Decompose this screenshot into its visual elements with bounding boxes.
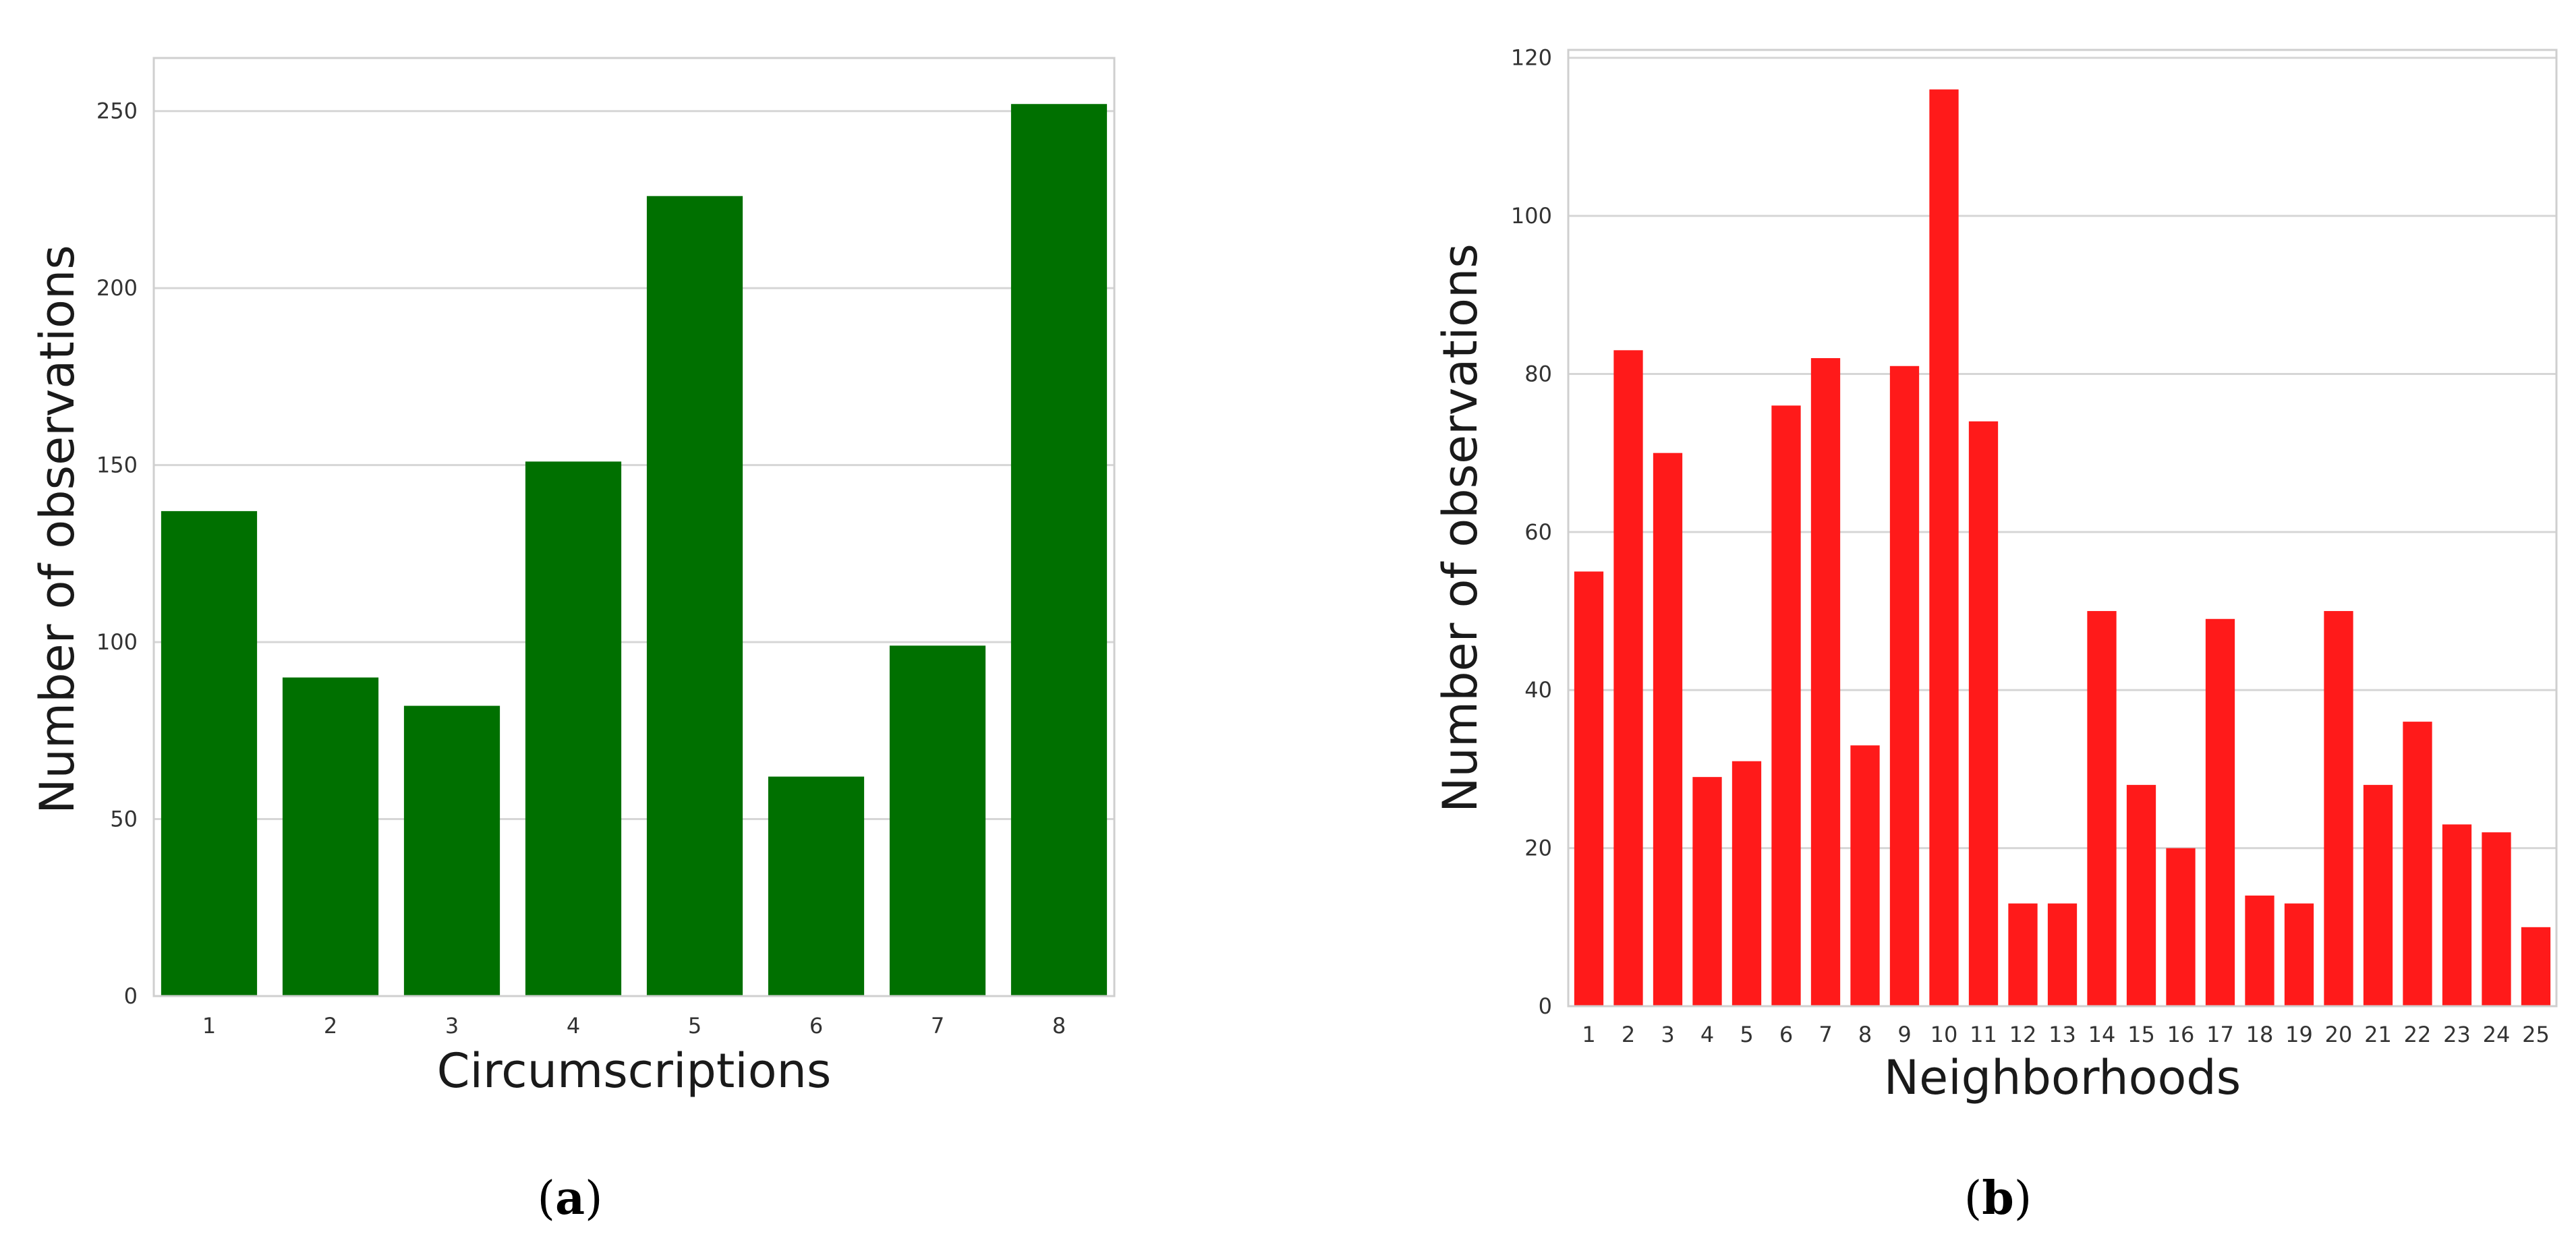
- chart-b-x-tick-label: 15: [2127, 1022, 2155, 1047]
- chart-a-x-tick-label: 7: [931, 1013, 944, 1039]
- chart-a-y-axis-label: Number of observations: [30, 245, 85, 814]
- chart-a-bar-1: [161, 511, 258, 996]
- chart-b-panel-label: (b): [1964, 1171, 2032, 1225]
- chart-b-bar-4: [1692, 777, 1722, 1006]
- chart-b-x-tick-label: 9: [1897, 1022, 1911, 1047]
- chart-b-bar-18: [2245, 895, 2274, 1006]
- chart-b-bar-24: [2482, 832, 2511, 1006]
- chart-b-frame: [1567, 49, 2558, 1008]
- chart-b-bar-21: [2363, 784, 2393, 1006]
- chart-b-bar-20: [2324, 611, 2353, 1006]
- chart-b-bar-23: [2442, 824, 2472, 1006]
- chart-b-x-axis-label: Neighborhoods: [1884, 1050, 2241, 1105]
- chart-b-panel-letter: b: [1982, 1171, 2014, 1225]
- chart-a-x-tick-label: 5: [688, 1013, 702, 1039]
- chart-a-panel-letter: a: [555, 1171, 585, 1225]
- chart-b-bar-7: [1810, 358, 1841, 1006]
- chart-b-x-tick-label: 20: [2325, 1022, 2353, 1047]
- chart-b-bar-16: [2166, 848, 2196, 1006]
- chart-a-y-tick-label: 0: [124, 983, 138, 1009]
- chart-b-x-tick-label: 23: [2443, 1022, 2471, 1047]
- chart-b-x-tick-label: 24: [2483, 1022, 2511, 1047]
- chart-b-bar-6: [1771, 405, 1801, 1006]
- chart-b-y-tick-label: 100: [1511, 203, 1552, 229]
- chart-a-panel-label: (a): [537, 1171, 602, 1225]
- chart-b-bar-14: [2087, 611, 2117, 1006]
- chart-a-x-axis-label: Circumscriptions: [437, 1043, 832, 1099]
- chart-b-x-tick-label: 16: [2167, 1022, 2195, 1047]
- chart-b-x-tick-label: 10: [1930, 1022, 1958, 1047]
- chart-b-x-tick-label: 12: [2009, 1022, 2037, 1047]
- chart-b-bar-22: [2403, 722, 2432, 1006]
- chart-b-bar-19: [2284, 903, 2314, 1006]
- chart-a-y-tick-label: 250: [96, 98, 138, 124]
- chart-a-bar-8: [1010, 104, 1108, 996]
- chart-b-y-tick-label: 0: [1539, 993, 1552, 1019]
- chart-b-bar-12: [2008, 903, 2038, 1006]
- chart-b-bar-17: [2205, 618, 2235, 1006]
- chart-b-bar-11: [1968, 421, 1999, 1006]
- chart-a-bar-5: [646, 196, 743, 997]
- chart-a-x-tick-label: 6: [809, 1013, 823, 1039]
- chart-b-bar-8: [1850, 745, 1880, 1006]
- chart-a-bar-4: [525, 461, 622, 996]
- chart-a: 0 50 100 150 200 250 1 2 3 4 5 6 7 8 Circumscription…: [30, 57, 1116, 1225]
- chart-a-bar-3: [403, 705, 500, 996]
- chart-b-x-tick-label: 3: [1661, 1022, 1674, 1047]
- chart-b-x-tick-label: 2: [1622, 1022, 1635, 1047]
- chart-b-bar-2: [1613, 350, 1643, 1006]
- chart-b-x-tick-label: 19: [2285, 1022, 2313, 1047]
- chart-b-bar-15: [2126, 784, 2156, 1006]
- chart-a-frame: [152, 57, 1116, 997]
- chart-b-bar-13: [2047, 903, 2078, 1006]
- chart-b-x-tick-label: 8: [1858, 1022, 1872, 1047]
- chart-b-x-tick-label: 21: [2364, 1022, 2392, 1047]
- chart-a-bar-6: [768, 776, 865, 996]
- chart-b-bar-10: [1929, 89, 1959, 1006]
- chart-a-y-tick-label: 200: [96, 275, 138, 301]
- chart-b-x-tick-label: 25: [2522, 1022, 2550, 1047]
- chart-b-x-tick-label: 4: [1700, 1022, 1714, 1047]
- chart-b-x-tick-label: 11: [1970, 1022, 1997, 1047]
- chart-b-x-tick-label: 17: [2206, 1022, 2234, 1047]
- chart-b-x-tick-label: 22: [2404, 1022, 2432, 1047]
- chart-b-y-tick-label: 120: [1511, 45, 1552, 71]
- chart-b-y-tick-label: 60: [1524, 519, 1552, 545]
- chart-a-y-tick-label: 150: [96, 453, 138, 478]
- chart-b-x-tick-label: 6: [1779, 1022, 1793, 1047]
- chart-a-x-tick-label: 1: [202, 1013, 216, 1039]
- chart-a-y-tick-label: 100: [96, 629, 138, 655]
- chart-b-y-tick-label: 40: [1524, 677, 1552, 703]
- chart-a-bar-7: [889, 645, 986, 996]
- chart-b-x-tick-label: 7: [1819, 1022, 1832, 1047]
- chart-b-y-tick-label: 20: [1524, 836, 1552, 861]
- chart-b-x-tick-label: 13: [2049, 1022, 2076, 1047]
- chart-b-y-axis-label: Number of observations: [1433, 243, 1488, 813]
- chart-a-bar-2: [282, 677, 379, 996]
- chart-b-x-tick-label: 1: [1582, 1022, 1595, 1047]
- chart-b-bar-25: [2521, 927, 2551, 1006]
- chart-a-y-tick-label: 50: [110, 807, 138, 832]
- chart-b-x-tick-label: 14: [2088, 1022, 2116, 1047]
- chart-b-y-tick-label: 80: [1524, 361, 1552, 386]
- chart-b-bar-1: [1574, 571, 1604, 1006]
- chart-a-x-tick-label: 2: [324, 1013, 337, 1039]
- chart-a-x-tick-label: 4: [567, 1013, 580, 1039]
- chart-b-bar-5: [1731, 761, 1762, 1006]
- chart-b-bar-3: [1653, 453, 1683, 1006]
- chart-b-x-tick-label: 5: [1740, 1022, 1753, 1047]
- chart-b-bar-9: [1889, 366, 1920, 1006]
- chart-b-x-tick-label: 18: [2246, 1022, 2274, 1047]
- chart-a-x-tick-label: 8: [1052, 1013, 1066, 1039]
- chart-a-x-tick-label: 3: [445, 1013, 459, 1039]
